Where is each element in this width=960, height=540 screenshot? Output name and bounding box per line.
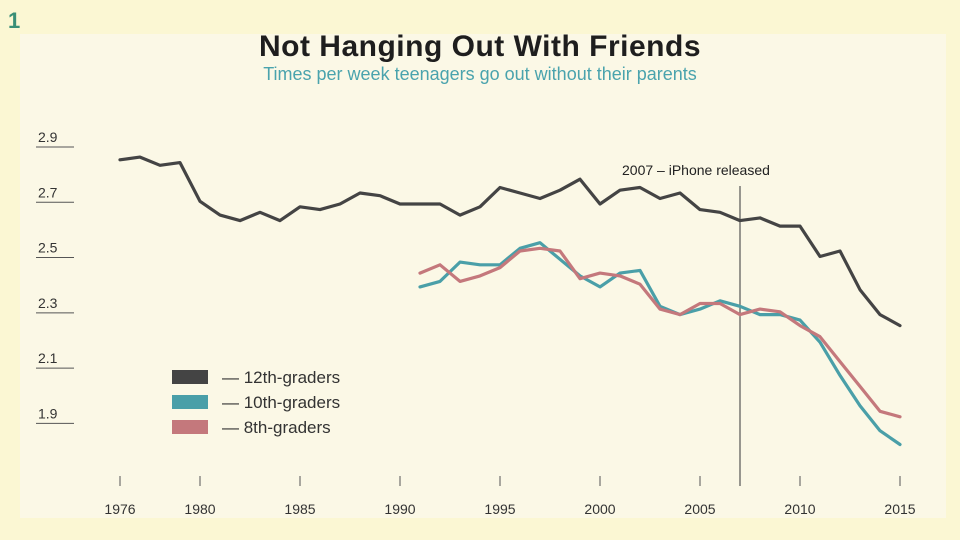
legend-swatch	[172, 420, 208, 434]
y-tick-label: 2.5	[38, 240, 58, 256]
y-tick-label: 2.1	[38, 350, 58, 366]
x-tick-label: 1980	[184, 501, 215, 517]
series-line-10th-graders	[418, 241, 902, 447]
x-tick-label: 2000	[584, 501, 615, 517]
legend-label: — 10th-graders	[222, 393, 340, 412]
x-tick-label: 2010	[784, 501, 815, 517]
legend-swatch	[172, 370, 208, 384]
iphone-release-annotation: 2007 – iPhone released	[622, 162, 770, 178]
legend-label: — 8th-graders	[222, 418, 331, 437]
series-line-12th-graders	[118, 155, 902, 328]
y-tick-label: 1.9	[38, 405, 58, 421]
x-tick-label: 1995	[484, 501, 515, 517]
legend-swatch	[172, 395, 208, 409]
slide-number: 1	[8, 8, 21, 33]
x-tick-label: 2015	[884, 501, 915, 517]
series-line-8th-graders	[418, 246, 902, 419]
x-tick-label: 1976	[104, 501, 135, 517]
chart-subtitle: Times per week teenagers go out without …	[263, 64, 697, 84]
legend-label: — 12th-graders	[222, 368, 340, 387]
y-tick-label: 2.7	[38, 184, 58, 200]
chart-title: Not Hanging Out With Friends	[258, 30, 701, 63]
x-tick-label: 2005	[684, 501, 715, 517]
x-tick-label: 1990	[384, 501, 415, 517]
y-tick-label: 2.3	[38, 295, 58, 311]
x-tick-label: 1985	[284, 501, 315, 517]
y-tick-label: 2.9	[38, 129, 58, 145]
